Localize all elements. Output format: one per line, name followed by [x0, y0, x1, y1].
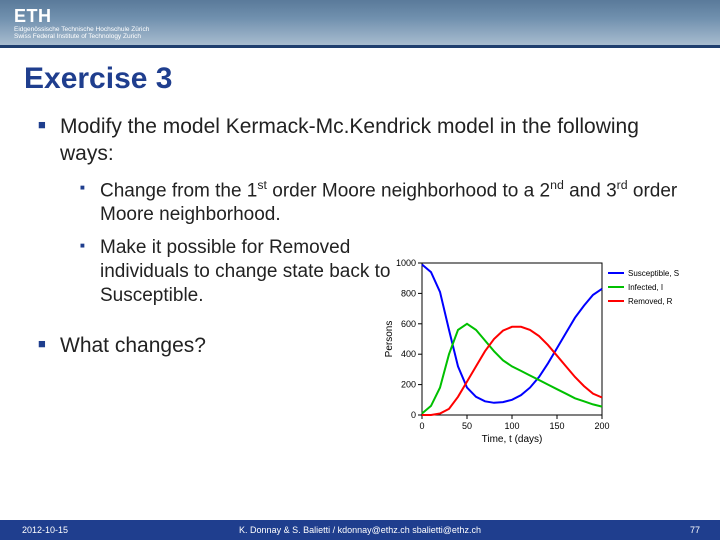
svg-text:0: 0	[419, 421, 424, 431]
header-banner: ETH Eidgenössische Technische Hochschule…	[0, 0, 720, 48]
footer-bar: 2012-10-15 K. Donnay & S. Balietti / kdo…	[0, 520, 720, 540]
svg-text:200: 200	[594, 421, 609, 431]
svg-text:400: 400	[401, 349, 416, 359]
svg-text:50: 50	[462, 421, 472, 431]
svg-text:Susceptible, S: Susceptible, S	[628, 269, 679, 278]
footer-date: 2012-10-15	[22, 525, 68, 535]
svg-text:0: 0	[411, 410, 416, 420]
svg-text:1000: 1000	[396, 258, 416, 268]
sir-chart: 0 50 100 150 200 0 200 400 600 800 1000 Time, t (da…	[380, 255, 690, 445]
svg-text:Infected, I: Infected, I	[628, 283, 663, 292]
slide-title: Exercise 3	[24, 62, 720, 96]
svg-text:Persons: Persons	[384, 321, 395, 358]
svg-text:800: 800	[401, 288, 416, 298]
svg-text:200: 200	[401, 380, 416, 390]
svg-text:Time, t (days): Time, t (days)	[482, 434, 543, 445]
footer-page: 77	[690, 525, 700, 535]
eth-logo: ETH	[14, 6, 52, 27]
svg-text:Removed, R: Removed, R	[628, 297, 673, 306]
bullet-sub-1: Change from the 1st order Moore neighbor…	[60, 178, 682, 228]
eth-logo-subtitle: Eidgenössische Technische Hochschule Zür…	[14, 26, 149, 40]
svg-text:600: 600	[401, 319, 416, 329]
svg-text:100: 100	[504, 421, 519, 431]
svg-text:150: 150	[549, 421, 564, 431]
footer-authors: K. Donnay & S. Balietti / kdonnay@ethz.c…	[239, 525, 481, 535]
